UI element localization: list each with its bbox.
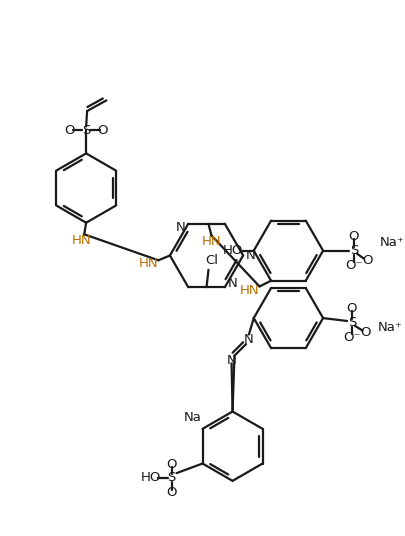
- Text: Na: Na: [184, 411, 202, 424]
- Text: O: O: [166, 486, 177, 499]
- Text: O: O: [347, 302, 357, 315]
- Text: O: O: [360, 326, 371, 339]
- Text: HN: HN: [139, 257, 159, 270]
- Text: O: O: [362, 254, 373, 267]
- Text: S: S: [168, 472, 176, 485]
- Text: Cl: Cl: [205, 254, 218, 267]
- Text: S: S: [82, 124, 90, 137]
- Text: O⁻: O⁻: [343, 331, 361, 344]
- Text: HO: HO: [222, 244, 243, 257]
- Text: O⁻: O⁻: [345, 258, 362, 272]
- Text: N: N: [244, 333, 254, 346]
- Text: O: O: [97, 124, 108, 137]
- Text: O: O: [349, 230, 359, 243]
- Text: N: N: [176, 221, 185, 234]
- Text: O: O: [64, 124, 75, 137]
- Text: N: N: [246, 249, 256, 262]
- Text: N: N: [227, 354, 237, 367]
- Text: HO: HO: [140, 472, 161, 485]
- Text: HN: HN: [72, 234, 91, 247]
- Text: S: S: [348, 316, 356, 330]
- Text: HN: HN: [240, 284, 260, 297]
- Text: N: N: [228, 277, 237, 290]
- Text: S: S: [350, 244, 358, 257]
- Text: HN: HN: [202, 235, 221, 248]
- Text: Na⁺: Na⁺: [378, 321, 403, 334]
- Text: O: O: [166, 458, 177, 471]
- Text: Na⁺: Na⁺: [380, 236, 405, 249]
